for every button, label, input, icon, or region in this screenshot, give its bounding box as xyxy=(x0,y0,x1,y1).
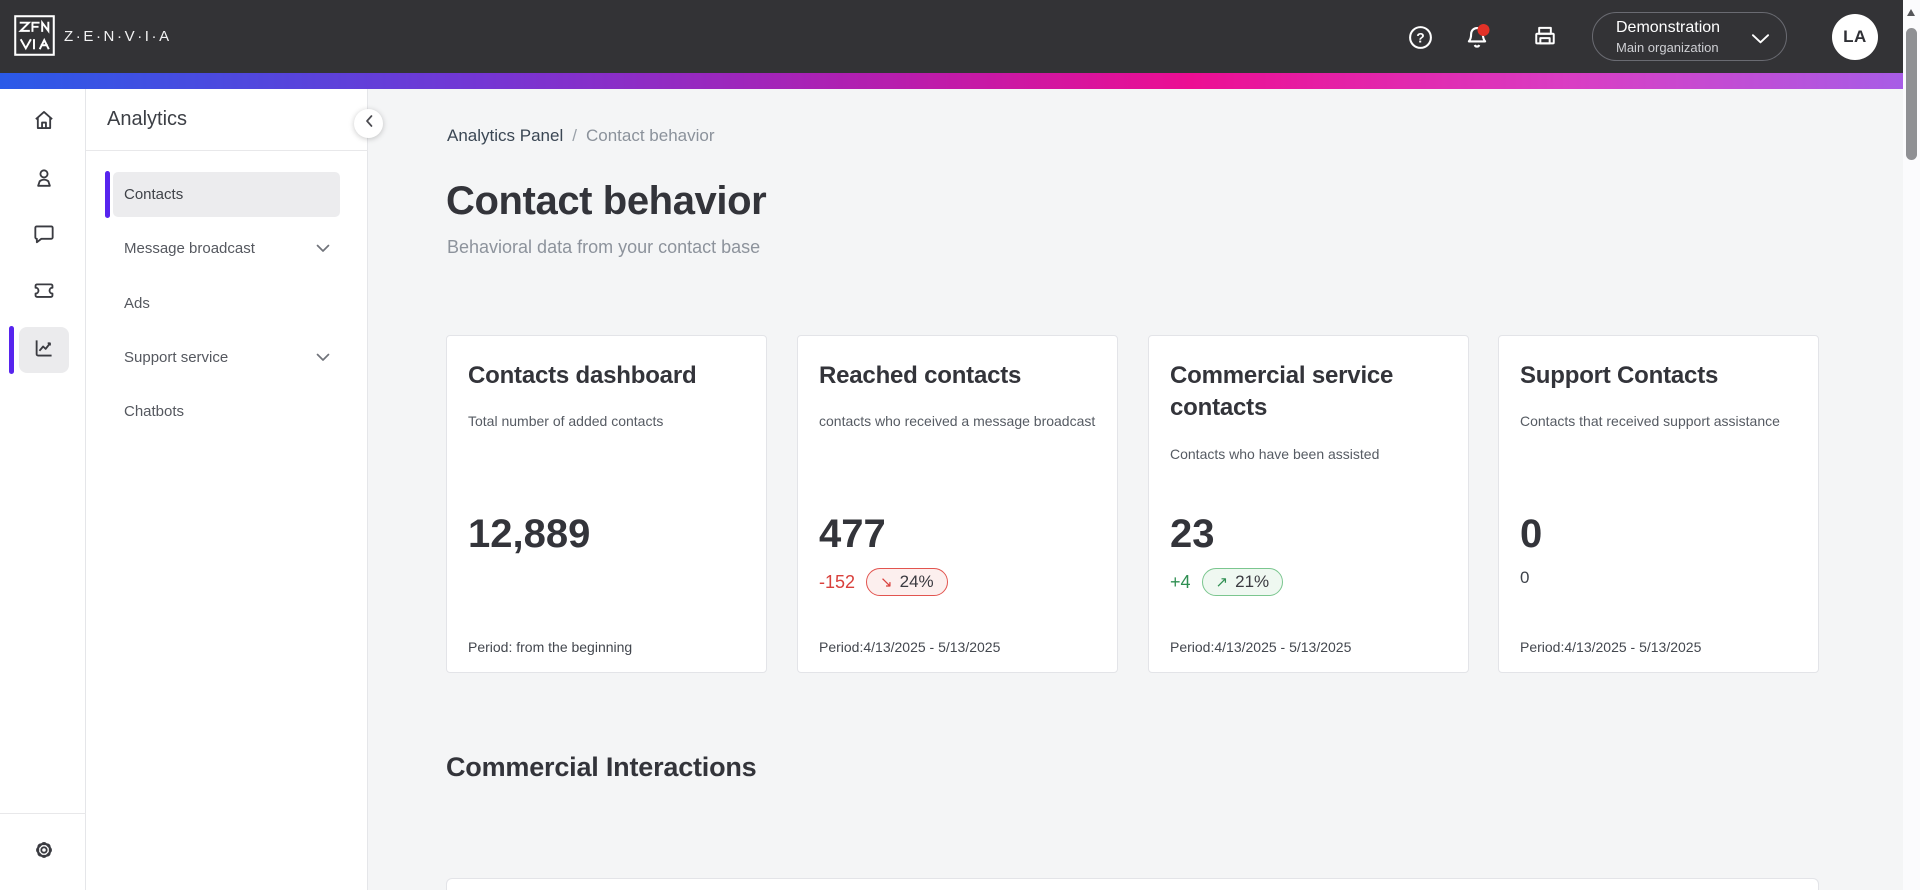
sidebar-item-ads[interactable]: Ads xyxy=(124,295,150,312)
rail-item-home[interactable] xyxy=(19,99,69,145)
card-description: Contacts who have been assisted xyxy=(1170,446,1380,462)
page-subtitle: Behavioral data from your contact base xyxy=(447,237,761,257)
breadcrumb-separator: / xyxy=(572,126,577,145)
trend-badge: ↘ 24% xyxy=(866,568,948,596)
card-title: Commercial service contacts xyxy=(1170,362,1394,421)
icon-rail xyxy=(0,89,86,890)
print-icon[interactable] xyxy=(1526,18,1564,56)
breadcrumb: Analytics Panel / Contact behavior xyxy=(447,126,715,146)
sidebar-divider xyxy=(86,150,368,151)
rail-item-conversations[interactable] xyxy=(19,213,69,259)
card-period: Period: from the beginning xyxy=(468,639,633,655)
sidebar-title: Analytics xyxy=(107,108,188,130)
page-title: Contact behavior xyxy=(446,179,767,223)
rail-item-settings[interactable] xyxy=(19,829,69,875)
brand-wordmark: Z·E·N·V·I·A xyxy=(64,28,172,45)
home-icon xyxy=(31,107,57,138)
chevron-down-icon xyxy=(316,349,330,366)
delta-value: 0 xyxy=(1520,568,1530,587)
trend-percentage: 21% xyxy=(1235,572,1270,591)
delta-value: -152 xyxy=(819,571,856,592)
unread-dot xyxy=(1477,24,1490,36)
card-commercial-service-contacts: Commercial service contacts Contacts who… xyxy=(1148,335,1469,673)
sidebar-collapse-button[interactable] xyxy=(354,109,383,138)
card-value: 12,889 xyxy=(468,512,591,556)
active-rail-indicator xyxy=(9,326,14,374)
person-icon xyxy=(31,165,57,196)
card-description: Contacts that received support assistanc… xyxy=(1520,413,1780,429)
sidebar-item-contacts[interactable]: Contacts xyxy=(113,172,340,217)
breadcrumb-current: Contact behavior xyxy=(585,126,715,145)
organization-selector[interactable]: Demonstration Main organization xyxy=(1592,12,1787,61)
arrow-up-right-icon: ↗ xyxy=(1215,574,1229,591)
sidebar-item-chatbots[interactable]: Chatbots xyxy=(124,403,185,420)
chat-bubble-icon xyxy=(31,221,57,252)
sidebar-item-message-broadcast[interactable]: Message broadcast xyxy=(113,226,340,271)
analytics-sidebar: Analytics Contacts Message broadcast Ads… xyxy=(86,89,368,890)
svg-text:?: ? xyxy=(1416,29,1424,45)
commercial-interactions-card xyxy=(446,878,1819,890)
rail-item-analytics[interactable] xyxy=(19,327,69,373)
chevron-left-icon xyxy=(364,114,374,133)
chevron-down-icon xyxy=(316,240,330,257)
user-avatar[interactable]: LA xyxy=(1832,14,1878,60)
rail-divider xyxy=(0,813,86,814)
delta-value: +4 xyxy=(1170,571,1191,592)
chevron-down-icon xyxy=(1751,32,1770,50)
top-header: Z·E·N·V·I·A ? Demonstration Main organiz… xyxy=(0,0,1920,73)
notifications-bell-icon[interactable] xyxy=(1458,18,1496,56)
card-description: contacts who received a message broadcas… xyxy=(819,413,1096,429)
gear-icon xyxy=(31,837,57,868)
card-delta-row: 0 xyxy=(1520,568,1529,588)
sidebar-item-support-service[interactable]: Support service xyxy=(113,335,340,380)
card-delta-row: +4 ↗ 21% xyxy=(1170,568,1284,596)
card-title: Contacts dashboard xyxy=(468,362,697,389)
help-icon[interactable]: ? xyxy=(1401,18,1439,56)
card-title: Reached contacts xyxy=(819,362,1022,389)
stat-cards-row: Contacts dashboard Total number of added… xyxy=(446,335,1820,673)
card-value: 23 xyxy=(1170,512,1215,556)
rail-item-tickets[interactable] xyxy=(19,269,69,315)
scrollbar-up-arrow[interactable] xyxy=(1907,9,1915,16)
active-item-indicator xyxy=(105,171,110,218)
trend-badge: ↗ 21% xyxy=(1201,568,1284,596)
main-content: Analytics Panel / Contact behavior Conta… xyxy=(369,89,1903,890)
section-title-commercial-interactions: Commercial Interactions xyxy=(446,752,757,782)
ticket-icon xyxy=(31,277,57,308)
scrollbar-thumb[interactable] xyxy=(1906,28,1917,160)
breadcrumb-analytics-panel[interactable]: Analytics Panel xyxy=(447,126,564,145)
card-support-contacts: Support Contacts Contacts that received … xyxy=(1498,335,1819,673)
card-delta-row: -152 ↘ 24% xyxy=(819,568,948,596)
card-value: 477 xyxy=(819,512,886,556)
card-period: Period:4/13/2025 - 5/13/2025 xyxy=(819,639,1001,655)
trend-percentage: 24% xyxy=(899,572,934,591)
brand-gradient-bar xyxy=(0,73,1920,89)
line-chart-icon xyxy=(31,335,57,366)
organization-name: Demonstration xyxy=(1616,19,1721,36)
zenvia-logo-icon xyxy=(14,15,55,56)
arrow-down-right-icon: ↘ xyxy=(880,574,893,591)
card-reached-contacts: Reached contacts contacts who received a… xyxy=(797,335,1118,673)
card-period: Period:4/13/2025 - 5/13/2025 xyxy=(1170,639,1352,655)
card-description: Total number of added contacts xyxy=(468,413,664,429)
card-value: 0 xyxy=(1520,512,1543,556)
vertical-scrollbar[interactable] xyxy=(1903,0,1920,890)
card-title: Support Contacts xyxy=(1520,362,1719,389)
card-contacts-dashboard: Contacts dashboard Total number of added… xyxy=(446,335,767,673)
card-period: Period:4/13/2025 - 5/13/2025 xyxy=(1520,639,1702,655)
organization-label: Main organization xyxy=(1616,40,1719,55)
rail-item-contacts[interactable] xyxy=(19,157,69,203)
